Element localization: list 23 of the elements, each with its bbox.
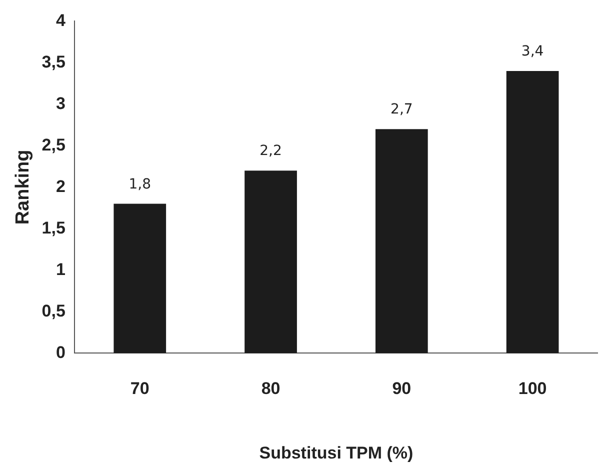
x-axis-title: Substitusi TPM (%) [259, 443, 414, 462]
y-tick-label: 1 [56, 260, 66, 279]
y-tick-label: 2,5 [42, 135, 66, 154]
bar [506, 71, 559, 354]
x-tick-label: 70 [130, 379, 150, 398]
data-label: 2,2 [260, 143, 282, 160]
y-tick-label: 1,5 [42, 218, 66, 238]
y-tick-label: 0,5 [42, 301, 66, 320]
data-label: 2,7 [390, 102, 413, 118]
x-tick-label: 90 [392, 379, 412, 398]
y-tick-label: 4 [56, 10, 66, 30]
y-tick-label: 0 [56, 342, 66, 362]
y-tick-label: 3 [56, 94, 66, 113]
bar [244, 170, 297, 354]
x-tick-label: 100 [518, 379, 547, 398]
y-axis-title: Ranking [12, 150, 34, 225]
data-label: 1,8 [128, 176, 152, 192]
data-label: 3,4 [521, 44, 544, 60]
bar [375, 129, 428, 354]
y-tick-label: 3,5 [42, 52, 66, 72]
bar [114, 204, 166, 354]
y-tick-label: 2 [56, 176, 66, 196]
x-tick-label: 80 [261, 379, 280, 398]
